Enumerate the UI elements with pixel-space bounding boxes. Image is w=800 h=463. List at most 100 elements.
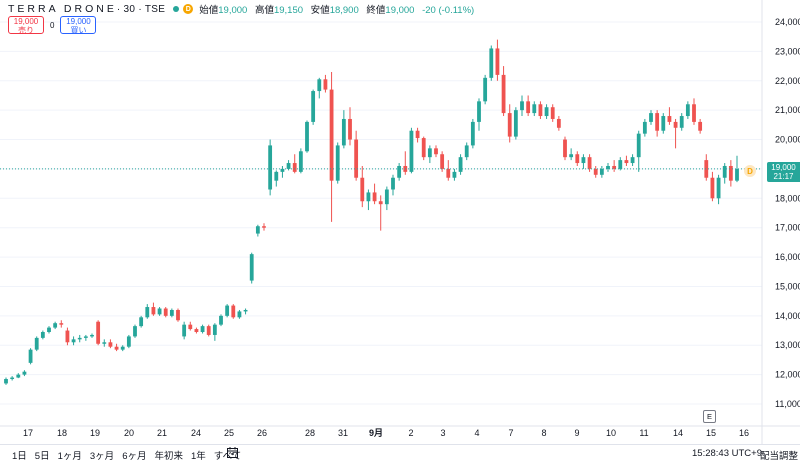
time-tick-label: 8 xyxy=(541,428,546,438)
time-tick-label: 24 xyxy=(191,428,201,438)
candle-body xyxy=(673,121,678,128)
symbol-title[interactable]: TERRA DRONE xyxy=(8,3,117,15)
candle-body xyxy=(28,349,33,363)
candle-body xyxy=(538,104,543,117)
candle-body xyxy=(16,374,21,378)
candle-body xyxy=(495,48,500,75)
candle-body xyxy=(556,118,561,128)
sell-button[interactable]: 19,000 売り xyxy=(8,16,44,34)
time-tick-label: 9 xyxy=(574,428,579,438)
candle-body xyxy=(157,308,162,315)
time-tick-label: 2 xyxy=(408,428,413,438)
dividend-adjust-toggle[interactable]: 配当調整 xyxy=(760,451,799,462)
candle-body xyxy=(427,148,432,158)
candle-body xyxy=(151,307,156,315)
range-5d[interactable]: 5日 xyxy=(34,451,50,462)
candle-body xyxy=(415,130,420,139)
high-label: 高値 xyxy=(254,5,274,16)
sell-price: 19,000 xyxy=(13,17,39,26)
range-1d[interactable]: 1日 xyxy=(12,451,27,462)
candle-body xyxy=(360,177,365,202)
candle-body xyxy=(587,157,592,169)
open-value: 19,000 xyxy=(218,5,248,16)
candle-body xyxy=(722,165,727,178)
symbol-interval-exchange[interactable]: · 30 · TSE xyxy=(116,3,166,15)
dividend-icon[interactable]: D xyxy=(183,4,194,14)
candle-body xyxy=(513,110,518,137)
price-tick-label: 17,000 xyxy=(775,223,800,233)
candle-body xyxy=(464,145,469,158)
candle-body xyxy=(391,177,395,190)
candle-body xyxy=(237,311,242,318)
candle-body xyxy=(698,121,703,131)
candle-body xyxy=(704,160,709,178)
candle-body xyxy=(225,305,230,316)
candle-body xyxy=(716,177,721,199)
candle-body xyxy=(169,309,174,316)
price-tick-label: 24,000 xyxy=(775,17,800,27)
candle-body xyxy=(593,168,598,175)
candle-body xyxy=(219,315,223,325)
candle-body xyxy=(575,154,580,164)
candle-body xyxy=(483,77,488,102)
candle-body xyxy=(599,168,604,175)
last-price-value: 19,000 xyxy=(771,163,796,172)
price-tick-label: 23,000 xyxy=(775,46,800,56)
range-ytd[interactable]: 年初来 xyxy=(154,451,183,462)
candle-body xyxy=(298,151,303,172)
range-1m[interactable]: 1ヶ月 xyxy=(57,451,82,462)
time-tick-label: 26 xyxy=(257,428,267,438)
candle-body xyxy=(255,226,260,234)
candle-body xyxy=(90,334,94,337)
candle-body xyxy=(243,309,248,312)
price-tick-label: 15,000 xyxy=(775,281,800,291)
candle-body xyxy=(526,101,531,114)
candle-body xyxy=(612,165,617,169)
candle-body xyxy=(133,326,137,337)
candle-body xyxy=(102,342,107,344)
low-label: 安値 xyxy=(310,5,330,16)
candle-body xyxy=(40,332,45,338)
candle-body xyxy=(34,337,39,350)
candle-body xyxy=(139,317,144,327)
range-1y[interactable]: 1年 xyxy=(191,451,206,462)
time-tick-label: 11 xyxy=(639,428,648,438)
market-open-status-icon xyxy=(173,6,180,12)
candle-body xyxy=(249,254,254,281)
clock-timezone[interactable]: 15:28:43 UTC+9 xyxy=(692,448,762,459)
time-tick-label: 28 xyxy=(305,428,315,438)
candle-body xyxy=(96,321,101,344)
low-value: 18,900 xyxy=(329,5,359,16)
time-tick-label: 17 xyxy=(23,428,33,438)
candle-body xyxy=(305,121,309,152)
candle-body xyxy=(200,326,205,333)
calendar-goto-icon[interactable] xyxy=(227,447,238,458)
candle-body xyxy=(581,157,586,164)
earnings-marker-icon[interactable]: E xyxy=(703,410,716,423)
candle-body xyxy=(188,324,193,330)
candle-body xyxy=(108,342,113,347)
candle-body xyxy=(667,116,672,122)
candle-body xyxy=(421,138,426,158)
range-3m[interactable]: 3ヶ月 xyxy=(89,451,115,462)
trade-buttons: 19,000 売り 0 19,000 買い xyxy=(8,16,97,35)
candle-body xyxy=(606,165,610,169)
bottom-toolbar: 1日 5日 1ヶ月 3ヶ月 6ヶ月 年初来 1年 すべて 15:28:43 UT… xyxy=(0,444,800,463)
candlestick-chart[interactable]: 24,000 23,000 22,000 21,000 20,000 19,000 18,0… xyxy=(0,0,800,444)
candle-body xyxy=(397,165,402,178)
time-tick-label: 16 xyxy=(739,428,749,438)
candle-body xyxy=(710,177,715,199)
candle-body xyxy=(470,121,475,146)
price-tick-label: 16,000 xyxy=(775,252,800,262)
dividend-marker-icon[interactable]: D xyxy=(744,165,756,177)
candle-body xyxy=(65,330,70,343)
buy-button[interactable]: 19,000 買い xyxy=(60,16,97,35)
candle-body xyxy=(489,48,494,78)
candle-body xyxy=(642,121,647,134)
buy-label: 買い xyxy=(70,25,87,35)
candle-body xyxy=(311,91,316,122)
range-6m[interactable]: 6ヶ月 xyxy=(122,451,147,462)
candle-body xyxy=(348,118,352,140)
candle-body xyxy=(274,171,279,181)
candle-body xyxy=(550,107,555,119)
